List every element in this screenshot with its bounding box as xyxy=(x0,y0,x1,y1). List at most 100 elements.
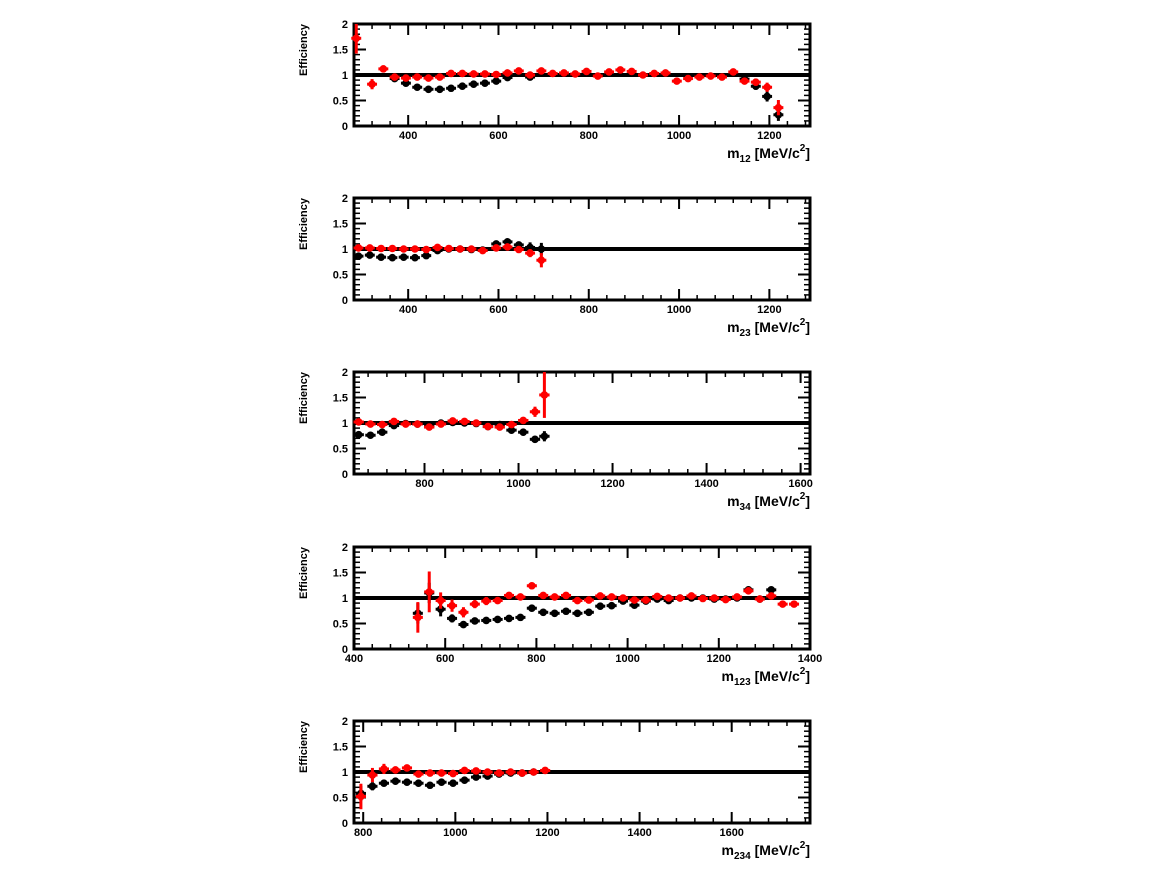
x-axis-label-close: ] xyxy=(805,842,810,858)
data-point xyxy=(414,779,423,788)
data-point xyxy=(699,594,707,603)
data-point xyxy=(449,769,457,778)
y-tick-label: 1.5 xyxy=(333,742,348,754)
data-point xyxy=(505,591,513,600)
data-point xyxy=(447,69,455,78)
data-point xyxy=(519,428,528,436)
data-point xyxy=(403,764,411,772)
x-tick-label: 1000 xyxy=(443,827,467,839)
efficiency-panel-3: 800 1000 1200 1400 1600 0 0.5 1 1.5 2 Efficiency m3… xyxy=(298,367,813,513)
x-tick-label: 600 xyxy=(489,130,507,142)
data-point xyxy=(380,765,388,773)
x-tick-label: 1600 xyxy=(719,827,743,839)
red-series xyxy=(353,372,550,431)
y-tick-label: 1 xyxy=(342,244,348,256)
red-series xyxy=(355,763,551,810)
data-point xyxy=(627,67,636,76)
data-point xyxy=(482,616,491,625)
data-point xyxy=(366,420,375,428)
data-point xyxy=(506,768,515,776)
x-tick-label: 600 xyxy=(489,304,507,316)
data-point xyxy=(414,770,423,778)
x-axis-label-main: m xyxy=(722,842,734,858)
y-tick-label: 1.5 xyxy=(333,568,348,580)
data-point xyxy=(448,601,456,610)
x-tick-label: 1200 xyxy=(757,130,781,142)
data-point xyxy=(368,80,376,88)
x-axis-label-sup: 2 xyxy=(800,317,806,328)
y-axis-label: Efficiency xyxy=(298,23,310,76)
data-point xyxy=(401,420,410,428)
data-point xyxy=(540,432,549,441)
data-point xyxy=(495,769,503,777)
data-point xyxy=(481,79,489,87)
data-point xyxy=(378,420,387,429)
data-point xyxy=(516,593,525,601)
data-point xyxy=(550,609,559,618)
y-tick-label: 1.5 xyxy=(333,393,348,405)
data-point xyxy=(472,767,480,775)
data-point xyxy=(448,417,457,425)
x-axis-label-sub: 12 xyxy=(740,154,752,165)
data-point xyxy=(531,435,539,444)
data-point xyxy=(740,77,749,85)
y-tick-label: 0 xyxy=(342,295,348,307)
y-tick-label: 0 xyxy=(342,469,348,481)
data-point xyxy=(414,613,422,622)
x-tick-label: 1000 xyxy=(615,653,639,665)
data-point xyxy=(582,67,591,76)
black-series xyxy=(412,582,777,629)
x-tick-label: 1200 xyxy=(600,478,624,490)
data-point xyxy=(456,245,464,253)
y-tick-label: 2 xyxy=(342,542,348,554)
data-point xyxy=(514,67,523,75)
data-point xyxy=(377,253,385,261)
data-point xyxy=(368,771,377,779)
data-point xyxy=(436,605,445,614)
data-point xyxy=(448,614,456,623)
data-point xyxy=(518,769,526,777)
data-point xyxy=(571,70,580,78)
data-point xyxy=(483,768,492,776)
data-point xyxy=(478,246,487,255)
data-point xyxy=(426,769,434,777)
data-point xyxy=(562,591,570,600)
x-tick-label: 800 xyxy=(527,653,545,665)
data-point xyxy=(391,766,400,774)
y-tick-label: 0 xyxy=(342,121,348,133)
data-point xyxy=(642,596,650,604)
data-point xyxy=(733,593,741,601)
data-point xyxy=(585,596,593,604)
data-point xyxy=(721,595,730,604)
data-point xyxy=(366,251,374,259)
efficiency-panel-4: 400 600 800 1000 1200 1400 0 0.5 1 1.5 2 Efficiency… xyxy=(298,542,822,688)
x-tick-label: 1400 xyxy=(694,478,718,490)
data-point xyxy=(436,596,445,605)
x-tick-label: 1400 xyxy=(627,827,651,839)
data-point xyxy=(425,423,434,431)
x-axis-label: m12 [MeV/c2] xyxy=(727,143,810,165)
data-point xyxy=(630,596,639,604)
data-point xyxy=(695,73,704,81)
x-axis-label-unit: [MeV/c xyxy=(755,145,800,161)
data-point xyxy=(607,601,616,610)
data-point xyxy=(529,768,538,776)
x-tick-label: 1000 xyxy=(667,130,691,142)
data-point xyxy=(357,792,365,801)
x-axis-label: m23 [MeV/c2] xyxy=(727,317,810,339)
y-axis-label: Efficiency xyxy=(298,197,310,250)
black-series xyxy=(389,73,784,121)
x-tick-label: 1000 xyxy=(506,478,530,490)
data-point xyxy=(458,69,467,78)
data-point xyxy=(650,69,659,78)
data-point xyxy=(560,69,568,77)
data-point xyxy=(537,245,546,253)
y-tick-label: 1 xyxy=(342,418,348,430)
data-point xyxy=(537,67,546,75)
data-point xyxy=(548,69,557,78)
x-axis-label-unit: [MeV/c xyxy=(755,493,800,509)
data-point xyxy=(422,251,431,260)
data-point xyxy=(380,779,388,788)
x-tick-label: 800 xyxy=(354,827,372,839)
data-point xyxy=(526,249,534,257)
